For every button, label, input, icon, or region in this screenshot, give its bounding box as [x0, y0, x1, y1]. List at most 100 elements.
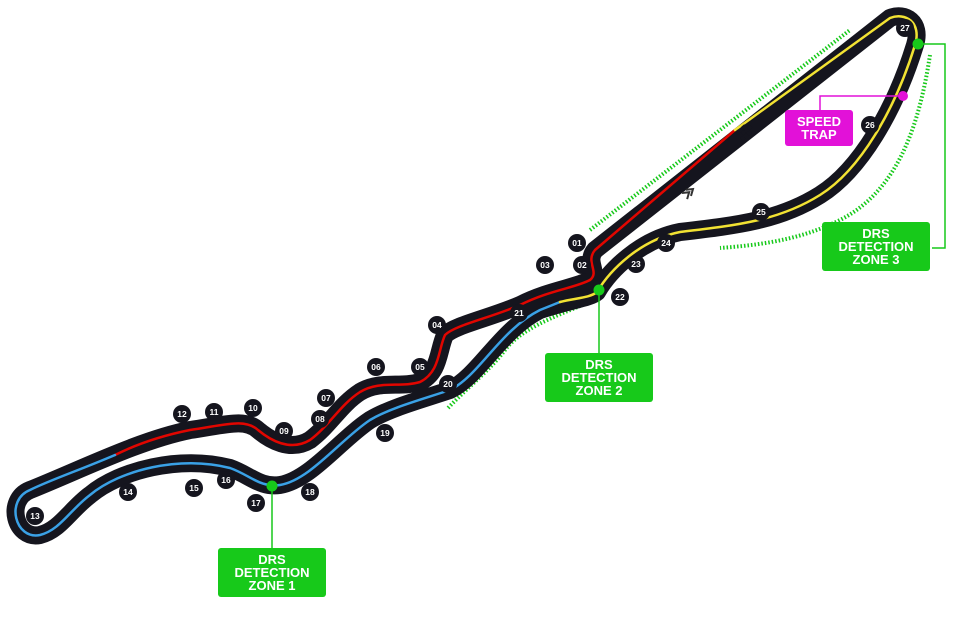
turn-marker: 01 — [568, 234, 586, 252]
turn-marker-circle — [185, 479, 203, 497]
turn-number: 11 — [210, 407, 219, 417]
turn-number: 24 — [661, 238, 671, 248]
turn-marker-circle — [173, 405, 191, 423]
turn-marker: 11 — [205, 403, 223, 421]
turn-marker: 17 — [247, 494, 265, 512]
turn-number: 09 — [279, 426, 289, 436]
turn-marker: 24 — [657, 234, 675, 252]
turn-number: 04 — [432, 320, 442, 330]
speed-trap-connector — [819, 95, 903, 110]
turn-marker-circle — [119, 483, 137, 501]
turn-marker: 26 — [861, 116, 879, 134]
turn-marker: 10 — [244, 399, 262, 417]
turn-number: 13 — [30, 511, 40, 521]
turn-number: 07 — [321, 393, 331, 403]
turn-marker: 27 — [896, 19, 914, 37]
drs-1-point — [266, 480, 278, 492]
turn-marker-circle — [896, 19, 914, 37]
turn-number: 01 — [572, 238, 582, 248]
turn-number: 10 — [248, 403, 258, 413]
turn-marker: 06 — [367, 358, 385, 376]
turn-marker: 02 — [573, 256, 591, 274]
chequered-flag-icon — [735, 124, 753, 142]
turn-number: 23 — [631, 259, 641, 269]
sector-1-line — [113, 128, 737, 457]
turn-marker-circle — [439, 375, 457, 393]
turn-marker-circle — [301, 483, 319, 501]
turn-marker: 09 — [275, 422, 293, 440]
turn-marker: 14 — [119, 483, 137, 501]
turn-marker: 07 — [317, 389, 335, 407]
turn-marker: 13 — [26, 507, 44, 525]
speed-trap-label: SPEED TRAP — [785, 110, 853, 146]
turn-number: 19 — [380, 428, 390, 438]
drs-zone-line-main-straight — [588, 28, 852, 232]
turn-marker: 05 — [411, 358, 429, 376]
turn-marker: 19 — [376, 424, 394, 442]
turn-number: 25 — [756, 207, 766, 217]
turn-marker-circle — [752, 203, 770, 221]
turn-marker-circle — [376, 424, 394, 442]
turn-marker-circle — [317, 389, 335, 407]
turn-marker-circle — [573, 256, 591, 274]
drs-2-point — [593, 284, 605, 296]
turn-marker-circle — [26, 507, 44, 525]
turn-number: 20 — [443, 379, 453, 389]
turn-marker: 04 — [428, 316, 446, 334]
drs-3-point — [912, 38, 924, 50]
turn-marker-circle — [367, 358, 385, 376]
turn-marker: 20 — [439, 375, 457, 393]
turn-number: 08 — [315, 414, 325, 424]
direction-chevrons-icon — [681, 187, 695, 200]
track-outline — [6, 7, 926, 545]
drs-zone-3-label: DRS DETECTION ZONE 3 — [822, 222, 930, 271]
label-connectors — [271, 43, 946, 548]
turn-markers: 01 02 03 04 05 06 07 08 09 10 11 12 13 14 15 16 17 18 19 20… — [26, 19, 914, 525]
turn-marker: 15 — [185, 479, 203, 497]
turn-marker-circle — [861, 116, 879, 134]
turn-number: 17 — [251, 498, 261, 508]
turn-number: 12 — [177, 409, 187, 419]
turn-marker: 08 — [311, 410, 329, 428]
turn-number: 03 — [540, 260, 550, 270]
speed-trap-point — [898, 91, 908, 101]
turn-number: 06 — [371, 362, 381, 372]
turn-marker-circle — [311, 410, 329, 428]
turn-marker-circle — [428, 316, 446, 334]
turn-number: 21 — [514, 308, 524, 318]
turn-marker: 25 — [752, 203, 770, 221]
turn-marker-circle — [611, 288, 629, 306]
turn-marker: 12 — [173, 405, 191, 423]
turn-marker: 21 — [510, 304, 528, 322]
turn-marker: 16 — [217, 471, 235, 489]
turn-number: 27 — [900, 23, 910, 33]
turn-marker-circle — [536, 256, 554, 274]
turn-marker-circle — [275, 422, 293, 440]
turn-marker-circle — [627, 255, 645, 273]
drs-zone-2-label: DRS DETECTION ZONE 2 — [545, 353, 653, 402]
turn-marker-circle — [510, 304, 528, 322]
drs-zone-line-back-straight — [719, 54, 932, 250]
turn-marker: 22 — [611, 288, 629, 306]
turn-number: 15 — [189, 483, 199, 493]
turn-marker: 18 — [301, 483, 319, 501]
turn-number: 02 — [577, 260, 587, 270]
turn-marker-circle — [568, 234, 586, 252]
turn-marker-circle — [411, 358, 429, 376]
turn-number: 26 — [865, 120, 875, 130]
turn-marker-circle — [244, 399, 262, 417]
turn-number: 18 — [305, 487, 315, 497]
drs-zone-1-label: DRS DETECTION ZONE 1 — [218, 548, 326, 597]
turn-marker-circle — [247, 494, 265, 512]
turn-marker-circle — [205, 403, 223, 421]
turn-number: 22 — [615, 292, 625, 302]
turn-number: 14 — [123, 487, 133, 497]
turn-marker: 03 — [536, 256, 554, 274]
turn-marker-circle — [217, 471, 235, 489]
sector-2-line — [14, 300, 562, 537]
drs-3-connector — [918, 43, 946, 249]
turn-number: 16 — [221, 475, 231, 485]
turn-marker: 23 — [627, 255, 645, 273]
turn-marker-circle — [657, 234, 675, 252]
